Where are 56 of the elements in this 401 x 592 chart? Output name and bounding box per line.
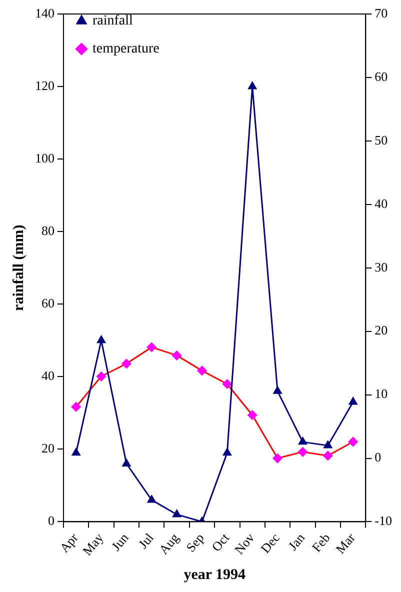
point	[298, 437, 307, 445]
point	[222, 448, 232, 456]
y-tick-label: 120	[35, 78, 54, 93]
point	[122, 458, 131, 466]
y2-tick-label: -10	[374, 513, 392, 528]
point	[146, 342, 156, 352]
y2-tick-label: 30	[374, 259, 388, 274]
point	[248, 82, 257, 90]
point	[248, 410, 258, 420]
y2-tick-label: 50	[374, 132, 388, 148]
x-tick-label: May	[79, 530, 107, 558]
x-tick-label: Oct	[208, 530, 232, 554]
point	[72, 448, 80, 456]
y-tick-label: 20	[42, 440, 54, 456]
x-tick-label: Dec	[258, 530, 283, 556]
point	[273, 386, 282, 394]
x-tick-label: Apr	[56, 530, 82, 556]
y2-tick-label: 0	[374, 450, 382, 465]
x-tick-label: Mar	[332, 530, 358, 556]
x-tick-label: Jun	[108, 530, 132, 554]
point	[122, 358, 132, 368]
point	[323, 450, 333, 460]
point	[71, 402, 81, 412]
x-axis-title: year 1994	[184, 566, 246, 583]
x-tick-label: Aug	[156, 530, 182, 558]
point	[147, 495, 156, 503]
y-tick-label: 60	[42, 296, 54, 311]
y-tick-label: 0	[48, 513, 54, 528]
point	[172, 510, 182, 518]
y-tick-label: 80	[42, 223, 54, 238]
point	[348, 397, 358, 405]
legend-label: temperature	[92, 42, 160, 57]
x-tick-label: Jan	[285, 530, 308, 554]
point	[324, 440, 332, 448]
y2-tick-label: 40	[374, 196, 388, 211]
y2-tick-label: 20	[374, 322, 388, 338]
point	[298, 447, 308, 457]
x-tick-label: Sep	[182, 530, 207, 555]
x-tick-label: Nov	[231, 530, 258, 558]
point	[172, 350, 182, 360]
y-tick-label: 40	[42, 368, 54, 384]
y-axis-title: rainfall (mm)	[10, 224, 27, 311]
y2-tick-label: 70	[374, 5, 388, 20]
point	[96, 372, 106, 382]
x-tick-label: Jul	[135, 530, 157, 552]
x-tick-label: Feb	[308, 530, 333, 555]
point	[272, 454, 282, 464]
y2-tick-label: 10	[374, 386, 388, 402]
y-tick-label: 140	[35, 5, 54, 20]
y-tick-label: 100	[35, 150, 54, 166]
y2-tick-label: 60	[374, 68, 388, 84]
legend-label: rainfall	[92, 14, 134, 29]
point	[97, 336, 106, 344]
point	[197, 366, 207, 376]
point	[348, 437, 358, 447]
point	[222, 379, 232, 389]
